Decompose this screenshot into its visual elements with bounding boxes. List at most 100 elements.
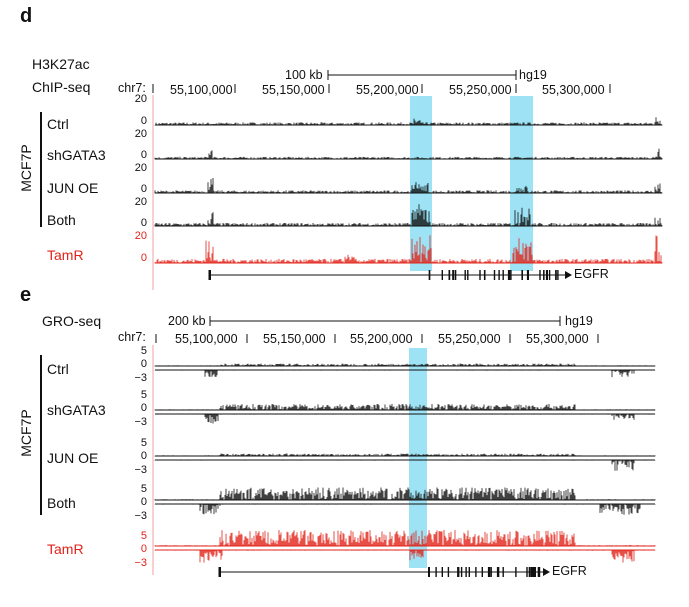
exon	[435, 567, 437, 577]
exon-first	[209, 270, 211, 280]
exon	[479, 270, 481, 280]
panel-e-signal-both-minus	[154, 504, 656, 515]
exon	[555, 270, 557, 280]
panel-e-ymin-tamr: −3	[134, 557, 147, 569]
panel-e-ymin-shgata3: −3	[134, 416, 147, 428]
panel-e-coord-4: 55,250,000	[438, 332, 501, 346]
exon	[460, 567, 463, 577]
panel-e-signal-shgata3-minus	[154, 414, 656, 424]
panel-d-ymax-ctrl: 20	[134, 93, 147, 105]
exon	[447, 567, 450, 577]
panel-e-gene-model	[218, 567, 550, 577]
exon	[557, 270, 559, 280]
exon	[508, 270, 511, 280]
exon	[498, 270, 500, 280]
panel-d-highlight-1	[410, 96, 432, 271]
panel-d-ymin-jun-oe: 0	[140, 183, 147, 195]
panel-e-signal-tamr-plus	[154, 530, 656, 547]
panel-e-genome: hg19	[565, 314, 593, 328]
panel-d-gene-model	[208, 270, 572, 280]
exon	[532, 567, 534, 577]
exon	[488, 567, 491, 577]
panel-e-ymin-ctrl: −3	[134, 372, 147, 384]
panel-d-coord-2: 55,150,000	[262, 83, 325, 97]
panel-d-ymin-both: 0	[140, 217, 147, 229]
panel-d-signal-ctrl	[155, 117, 663, 126]
panel-e-ymax-shgata3: 5	[140, 389, 147, 401]
exon	[527, 270, 529, 280]
exon	[468, 567, 470, 577]
panel-e-signal-jun-oe-plus	[154, 453, 656, 457]
exon	[528, 567, 531, 577]
panel-e-group-bracket	[40, 355, 42, 515]
panel-d-track-label-shgata3: shGATA3	[47, 147, 106, 163]
panel-d-genome: hg19	[519, 68, 547, 82]
exon	[487, 567, 490, 577]
exon	[428, 567, 430, 577]
panel-e-letter: e	[20, 284, 32, 306]
exon	[428, 270, 431, 280]
exon	[475, 567, 477, 577]
panel-e-signal-tamr-minus	[154, 550, 656, 563]
panel-d-track-label-ctrl: Ctrl	[47, 116, 69, 132]
exon	[497, 567, 500, 577]
panel-d-letter: d	[20, 5, 33, 27]
exon	[464, 270, 466, 280]
exon	[441, 567, 443, 577]
exon	[502, 567, 504, 577]
exon	[441, 270, 443, 280]
panel-d-ymax-both: 20	[134, 196, 147, 208]
panel-e-track-label-tamr: TamR	[47, 541, 84, 557]
panel-e-signal-both-plus	[154, 487, 656, 501]
exon	[457, 567, 459, 577]
panel-d-coord-1: 55,100,000	[170, 83, 233, 97]
panel-e-zero-jun-oe: 0	[140, 450, 147, 462]
panel-e-coord-5: 55,300,000	[526, 332, 589, 346]
panel-d-track-label-tamr: TamR	[47, 247, 84, 263]
panel-d-highlight-2	[510, 96, 533, 271]
exon	[526, 567, 528, 577]
panel-e-assay: GRO-seq	[42, 313, 102, 329]
panel-d-ymin-tamr: 0	[140, 252, 147, 264]
panel-d-coord-4: 55,250,000	[449, 83, 512, 97]
exon	[458, 567, 460, 577]
exon	[521, 270, 523, 280]
panel-d-track-label-both: Both	[47, 212, 76, 228]
exon	[537, 567, 540, 577]
exon	[481, 567, 483, 577]
panel-d-assay-line1: H3K27ac	[32, 56, 90, 72]
exon	[534, 567, 536, 577]
panel-e-zero-both: 0	[140, 496, 147, 508]
panel-d-track-label-jun-oe: JUN OE	[47, 180, 99, 196]
panel-e-signal-jun-oe-minus	[154, 460, 656, 471]
panel-e-zero-tamr: 0	[140, 543, 147, 555]
panel-d-signal-jun-oe	[154, 177, 663, 194]
panel-e-scale-label: 200 kb	[168, 314, 206, 328]
exon	[454, 270, 457, 280]
exon-first	[219, 567, 221, 577]
panel-e-track-label-both: Both	[47, 495, 76, 511]
panel-e-track-label-ctrl: Ctrl	[47, 361, 69, 377]
exon	[538, 567, 541, 577]
panel-d-ymax-jun-oe: 20	[134, 162, 147, 174]
exon	[490, 567, 492, 577]
panel-e-coord-ticks	[155, 334, 599, 343]
panel-d-ymax-shgata3: 20	[134, 128, 147, 140]
panel-e-coord-2: 55,150,000	[263, 332, 326, 346]
panel-e-highlight-1	[409, 348, 427, 568]
panel-d-chrom: chr7:	[118, 81, 146, 95]
panel-e-zero-ctrl: 0	[140, 358, 147, 370]
exon	[531, 567, 533, 577]
exon	[530, 567, 532, 577]
panel-d-gene-label: EGFR	[574, 267, 609, 281]
panel-d-ymin-ctrl: 0	[140, 115, 147, 127]
panel-e-gene-label: EGFR	[552, 564, 587, 578]
panel-e-ymin-both: −3	[134, 510, 147, 522]
panel-d-coord-ticks	[152, 84, 611, 93]
exon	[548, 270, 551, 280]
exon	[515, 567, 517, 577]
exon	[510, 270, 512, 280]
exon	[467, 270, 469, 280]
exon	[465, 567, 467, 577]
